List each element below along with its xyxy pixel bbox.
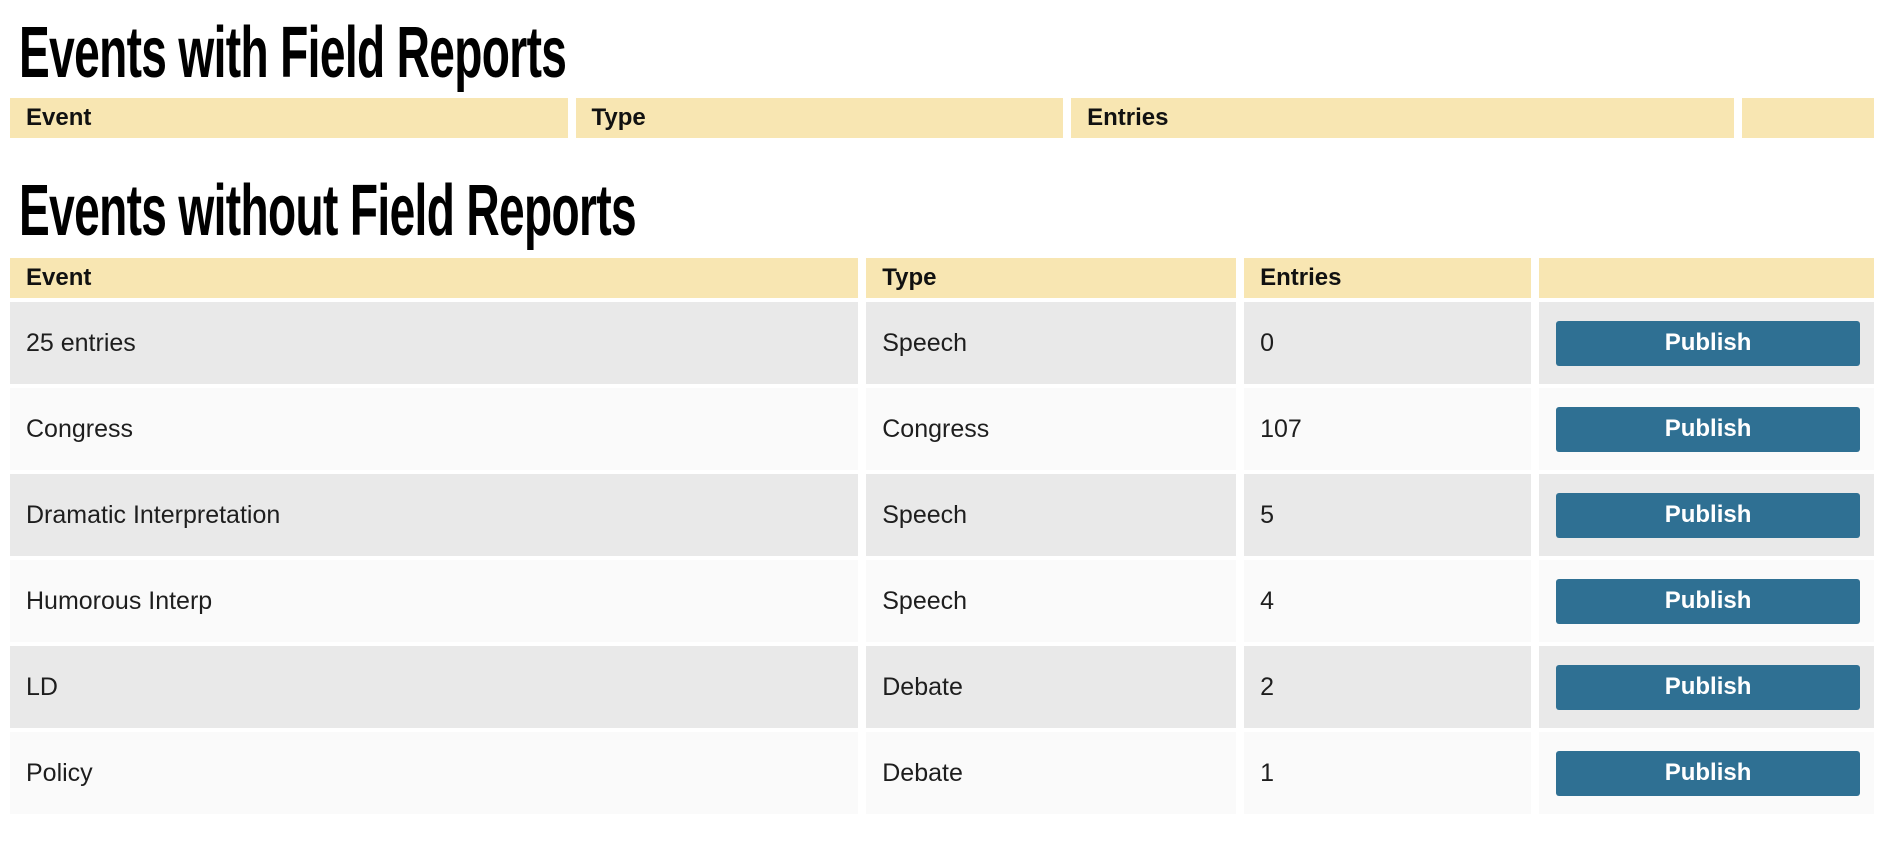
section-title-without-reports-text: Events without Field Reports [19, 171, 637, 251]
action-cell: Publish [1539, 474, 1874, 556]
column-header-event: Event [10, 258, 859, 298]
table-header-row: Event Type Entries [10, 98, 1874, 138]
column-header-type: Type [575, 98, 1064, 138]
table-row: LD Debate 2 Publish [10, 646, 1874, 728]
table-row: Congress Congress 107 Publish [10, 388, 1874, 470]
section-title-with-reports-text: Events with Field Reports [19, 13, 567, 93]
entries-cell: 5 [1244, 474, 1532, 556]
type-cell: Speech [866, 560, 1237, 642]
publish-button[interactable]: Publish [1556, 406, 1860, 452]
publish-button[interactable]: Publish [1556, 320, 1860, 366]
table-row: 25 entries Speech 0 Publish [10, 302, 1874, 384]
event-cell: 25 entries [10, 302, 859, 384]
action-cell: Publish [1539, 646, 1874, 728]
type-cell: Debate [866, 732, 1237, 814]
action-cell: Publish [1539, 302, 1874, 384]
event-cell: Humorous Interp [10, 560, 859, 642]
entries-cell: 0 [1244, 302, 1532, 384]
event-cell: LD [10, 646, 859, 728]
publish-button[interactable]: Publish [1556, 578, 1860, 624]
section-title-with-reports: Events with Field Reports [19, 17, 1896, 89]
column-header-event: Event [10, 98, 568, 138]
publish-button[interactable]: Publish [1556, 664, 1860, 710]
publish-button[interactable]: Publish [1556, 492, 1860, 538]
entries-cell: 2 [1244, 646, 1532, 728]
event-cell: Policy [10, 732, 859, 814]
publish-button[interactable]: Publish [1556, 750, 1860, 796]
type-cell: Speech [866, 302, 1237, 384]
table-header-row: Event Type Entries [10, 258, 1874, 298]
table-row: Dramatic Interpretation Speech 5 Publish [10, 474, 1874, 556]
column-header-type: Type [866, 258, 1237, 298]
column-header-action [1741, 98, 1874, 138]
entries-cell: 107 [1244, 388, 1532, 470]
event-cell: Dramatic Interpretation [10, 474, 859, 556]
type-cell: Debate [866, 646, 1237, 728]
column-header-entries: Entries [1244, 258, 1532, 298]
events-without-reports-table: Event Type Entries 25 entries Speech 0 Publ… [2, 254, 1882, 818]
action-cell: Publish [1539, 388, 1874, 470]
action-cell: Publish [1539, 732, 1874, 814]
action-cell: Publish [1539, 560, 1874, 642]
type-cell: Speech [866, 474, 1237, 556]
type-cell: Congress [866, 388, 1237, 470]
column-header-action [1539, 258, 1874, 298]
event-cell: Congress [10, 388, 859, 470]
table-row: Humorous Interp Speech 4 Publish [10, 560, 1874, 642]
entries-cell: 1 [1244, 732, 1532, 814]
entries-cell: 4 [1244, 560, 1532, 642]
column-header-entries: Entries [1071, 98, 1734, 138]
events-with-reports-table: Event Type Entries [2, 94, 1882, 142]
table-row: Policy Debate 1 Publish [10, 732, 1874, 814]
section-title-without-reports: Events without Field Reports [19, 175, 1896, 247]
